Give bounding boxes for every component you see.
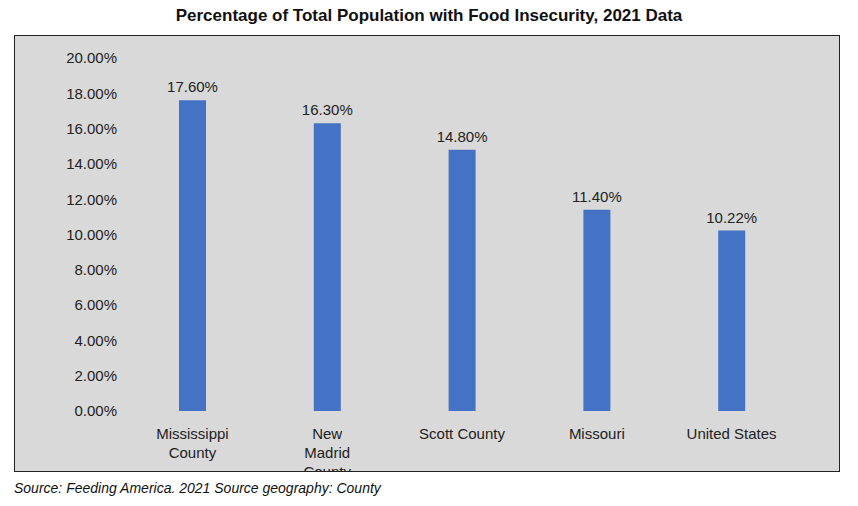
svg-text:2.00%: 2.00% — [74, 367, 117, 384]
svg-text:4.00%: 4.00% — [74, 332, 117, 349]
html-text:Percentage of Total Population: Percentage of Total Population with Food… — [175, 6, 683, 25]
svg-text:18.00%: 18.00% — [66, 85, 117, 102]
svg-text:NewMadridCounty: NewMadridCounty — [303, 425, 351, 471]
svg-text:10.22%: 10.22% — [706, 209, 757, 226]
svg-text:12.00%: 12.00% — [66, 191, 117, 208]
svg-text:14.80%: 14.80% — [437, 128, 488, 145]
svg-text:0.00%: 0.00% — [74, 402, 117, 419]
svg-text:16.30%: 16.30% — [302, 101, 353, 118]
svg-text:10.00%: 10.00% — [66, 226, 117, 243]
svg-text:20.00%: 20.00% — [66, 49, 117, 66]
svg-text:Scott County: Scott County — [419, 425, 505, 442]
html-text:Source: Feeding America. 2021: Source: Feeding America. 2021 Source geo… — [14, 480, 381, 496]
svg-text:16.00%: 16.00% — [66, 120, 117, 137]
svg-text:MississippiCounty: MississippiCounty — [156, 425, 229, 461]
svg-text:14.00%: 14.00% — [66, 155, 117, 172]
svg-text:6.00%: 6.00% — [74, 296, 117, 313]
svg-text:Missouri: Missouri — [569, 425, 625, 442]
svg-text:United States: United States — [687, 425, 777, 442]
svg-text:8.00%: 8.00% — [74, 261, 117, 278]
svg-text:11.40%: 11.40% — [572, 188, 622, 205]
svg-text:17.60%: 17.60% — [167, 78, 218, 95]
